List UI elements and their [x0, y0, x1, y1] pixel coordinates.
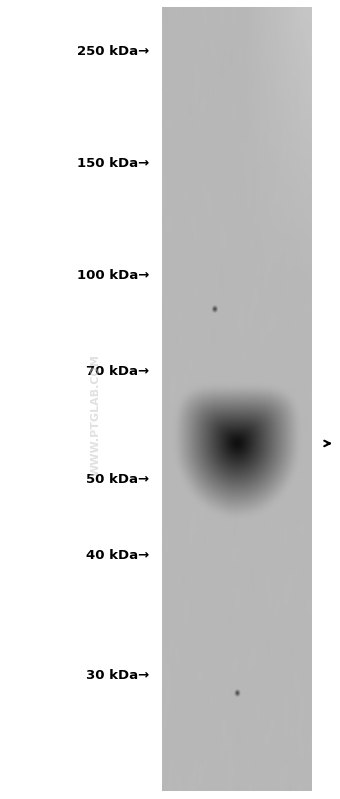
- Text: 250 kDa→: 250 kDa→: [77, 46, 150, 58]
- Text: 150 kDa→: 150 kDa→: [77, 157, 150, 170]
- Text: 30 kDa→: 30 kDa→: [86, 669, 150, 682]
- Text: 100 kDa→: 100 kDa→: [77, 269, 150, 282]
- Text: 50 kDa→: 50 kDa→: [86, 473, 150, 486]
- Text: 40 kDa→: 40 kDa→: [86, 549, 150, 562]
- Text: WWW.PTGLAB.COM: WWW.PTGLAB.COM: [90, 355, 100, 476]
- Text: 70 kDa→: 70 kDa→: [86, 365, 150, 378]
